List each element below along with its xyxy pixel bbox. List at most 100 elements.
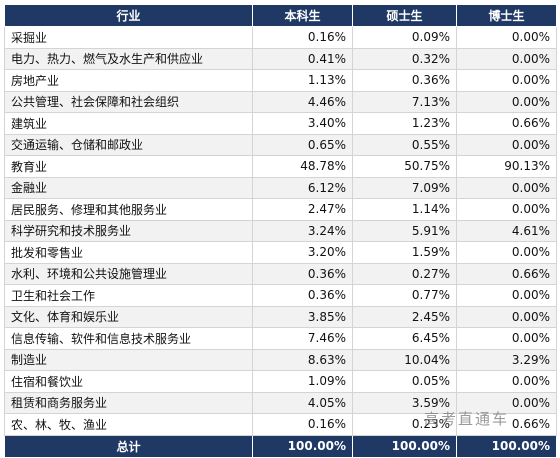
- bachelor-cell: 0.16%: [252, 413, 353, 436]
- industry-cell: 住宿和餐饮业: [4, 370, 253, 393]
- watermark-text: 高考直通车: [424, 410, 510, 428]
- table-row: 公共管理、社会保障和社会组织 4.46% 7.13% 0.00%: [4, 90, 557, 113]
- bachelor-cell: 8.63%: [252, 348, 353, 371]
- master-cell: 0.32%: [352, 47, 457, 70]
- table-row: 批发和零售业 3.20% 1.59% 0.00%: [4, 241, 557, 264]
- industry-cell: 卫生和社会工作: [4, 284, 253, 307]
- table-row: 水利、环境和公共设施管理业 0.36% 0.27% 0.66%: [4, 262, 557, 285]
- doctor-cell: 0.00%: [456, 370, 557, 393]
- master-cell: 5.91%: [352, 219, 457, 242]
- table-row: 金融业 6.12% 7.09% 0.00%: [4, 176, 557, 199]
- master-cell: 1.59%: [352, 241, 457, 264]
- table-row: 建筑业 3.40% 1.23% 0.66%: [4, 112, 557, 135]
- bachelor-cell: 2.47%: [252, 198, 353, 221]
- industry-cell: 文化、体育和娱乐业: [4, 305, 253, 328]
- table-body: 采掘业 0.16% 0.09% 0.00% 电力、热力、燃气及水生产和供应业 0.41% 0…: [4, 26, 557, 436]
- master-cell: 1.14%: [352, 198, 457, 221]
- master-cell: 0.36%: [352, 69, 457, 92]
- industry-cell: 租赁和商务服务业: [4, 391, 253, 414]
- bachelor-cell: 3.85%: [252, 305, 353, 328]
- table-row: 文化、体育和娱乐业 3.85% 2.45% 0.00%: [4, 305, 557, 328]
- table-row: 租赁和商务服务业 4.05% 3.59% 0.00%: [4, 391, 557, 414]
- bachelor-cell: 0.65%: [252, 133, 353, 156]
- doctor-cell: 0.00%: [456, 69, 557, 92]
- master-cell: 6.45%: [352, 327, 457, 350]
- table-row: 采掘业 0.16% 0.09% 0.00%: [4, 26, 557, 49]
- industry-cell: 教育业: [4, 155, 253, 178]
- table-row: 制造业 8.63% 10.04% 3.29%: [4, 348, 557, 371]
- doctor-cell: 0.00%: [456, 305, 557, 328]
- table-row: 房地产业 1.13% 0.36% 0.00%: [4, 69, 557, 92]
- master-cell: 0.77%: [352, 284, 457, 307]
- industry-cell: 批发和零售业: [4, 241, 253, 264]
- doctor-cell: 0.00%: [456, 133, 557, 156]
- doctor-cell: 0.00%: [456, 90, 557, 113]
- doctor-cell: 0.00%: [456, 284, 557, 307]
- total-row: 总计 100.00% 100.00% 100.00%: [4, 434, 557, 458]
- header-master: 硕士生: [352, 4, 457, 27]
- header-industry: 行业: [4, 4, 253, 27]
- doctor-cell: 3.29%: [456, 348, 557, 371]
- master-cell: 0.27%: [352, 262, 457, 285]
- bachelor-cell: 3.24%: [252, 219, 353, 242]
- bachelor-cell: 48.78%: [252, 155, 353, 178]
- industry-cell: 制造业: [4, 348, 253, 371]
- master-cell: 3.59%: [352, 391, 457, 414]
- bachelor-cell: 0.16%: [252, 26, 353, 49]
- table-row: 信息传输、软件和信息技术服务业 7.46% 6.45% 0.00%: [4, 327, 557, 350]
- industry-cell: 房地产业: [4, 69, 253, 92]
- master-cell: 7.09%: [352, 176, 457, 199]
- master-cell: 7.13%: [352, 90, 457, 113]
- table-row: 教育业 48.78% 50.75% 90.13%: [4, 155, 557, 178]
- bachelor-cell: 7.46%: [252, 327, 353, 350]
- bachelor-cell: 1.09%: [252, 370, 353, 393]
- table-row: 交通运输、仓储和邮政业 0.65% 0.55% 0.00%: [4, 133, 557, 156]
- bachelor-cell: 0.41%: [252, 47, 353, 70]
- bachelor-cell: 3.40%: [252, 112, 353, 135]
- master-cell: 0.05%: [352, 370, 457, 393]
- industry-cell: 水利、环境和公共设施管理业: [4, 262, 253, 285]
- bachelor-cell: 4.46%: [252, 90, 353, 113]
- doctor-cell: 0.00%: [456, 198, 557, 221]
- bachelor-cell: 0.36%: [252, 262, 353, 285]
- master-cell: 2.45%: [352, 305, 457, 328]
- table-container: 行业 本科生 硕士生 博士生 采掘业 0.16% 0.09% 0.00% 电力、热力、燃…: [4, 4, 557, 458]
- doctor-cell: 0.66%: [456, 112, 557, 135]
- table-row: 居民服务、修理和其他服务业 2.47% 1.14% 0.00%: [4, 198, 557, 221]
- header-doctor: 博士生: [456, 4, 557, 27]
- master-cell: 0.09%: [352, 26, 457, 49]
- doctor-cell: 0.66%: [456, 262, 557, 285]
- master-cell: 0.55%: [352, 133, 457, 156]
- bachelor-cell: 0.36%: [252, 284, 353, 307]
- total-bachelor: 100.00%: [252, 434, 353, 458]
- doctor-cell: 0.00%: [456, 176, 557, 199]
- doctor-cell: 4.61%: [456, 219, 557, 242]
- industry-cell: 公共管理、社会保障和社会组织: [4, 90, 253, 113]
- table-row: 科学研究和技术服务业 3.24% 5.91% 4.61%: [4, 219, 557, 242]
- industry-cell: 采掘业: [4, 26, 253, 49]
- bachelor-cell: 1.13%: [252, 69, 353, 92]
- table-row: 电力、热力、燃气及水生产和供应业 0.41% 0.32% 0.00%: [4, 47, 557, 70]
- table-row: 卫生和社会工作 0.36% 0.77% 0.00%: [4, 284, 557, 307]
- master-cell: 0.23%: [352, 413, 457, 436]
- total-master: 100.00%: [352, 434, 457, 458]
- industry-distribution-table: 行业 本科生 硕士生 博士生 采掘业 0.16% 0.09% 0.00% 电力、热力、燃…: [4, 4, 557, 458]
- doctor-cell: 0.00%: [456, 47, 557, 70]
- doctor-cell: 0.00%: [456, 241, 557, 264]
- industry-cell: 电力、热力、燃气及水生产和供应业: [4, 47, 253, 70]
- bachelor-cell: 6.12%: [252, 176, 353, 199]
- bachelor-cell: 3.20%: [252, 241, 353, 264]
- master-cell: 1.23%: [352, 112, 457, 135]
- industry-cell: 交通运输、仓储和邮政业: [4, 133, 253, 156]
- industry-cell: 信息传输、软件和信息技术服务业: [4, 327, 253, 350]
- total-doctor: 100.00%: [456, 434, 557, 458]
- master-cell: 10.04%: [352, 348, 457, 371]
- total-label: 总计: [4, 434, 253, 458]
- industry-cell: 农、林、牧、渔业: [4, 413, 253, 436]
- doctor-cell: 90.13%: [456, 155, 557, 178]
- industry-cell: 科学研究和技术服务业: [4, 219, 253, 242]
- doctor-cell: 0.00%: [456, 26, 557, 49]
- industry-cell: 居民服务、修理和其他服务业: [4, 198, 253, 221]
- bachelor-cell: 4.05%: [252, 391, 353, 414]
- industry-cell: 金融业: [4, 176, 253, 199]
